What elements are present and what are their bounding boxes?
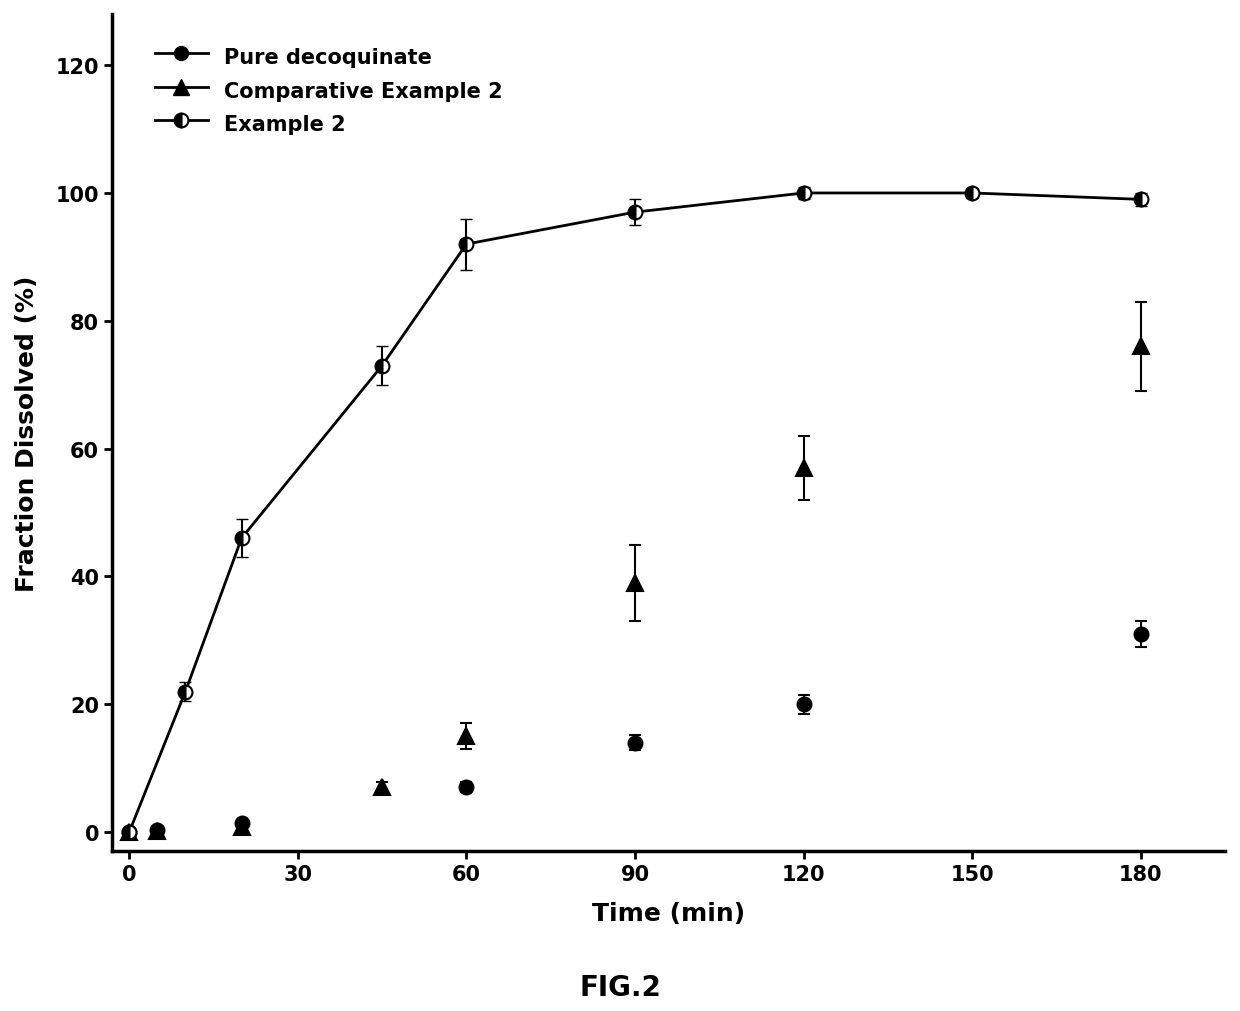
Text: FIG.2: FIG.2 bbox=[579, 973, 661, 1001]
X-axis label: Time (min): Time (min) bbox=[593, 901, 745, 925]
Y-axis label: Fraction Dissolved (%): Fraction Dissolved (%) bbox=[15, 275, 38, 591]
Legend: Pure decoquinate, Comparative Example 2, Example 2: Pure decoquinate, Comparative Example 2,… bbox=[145, 33, 513, 148]
